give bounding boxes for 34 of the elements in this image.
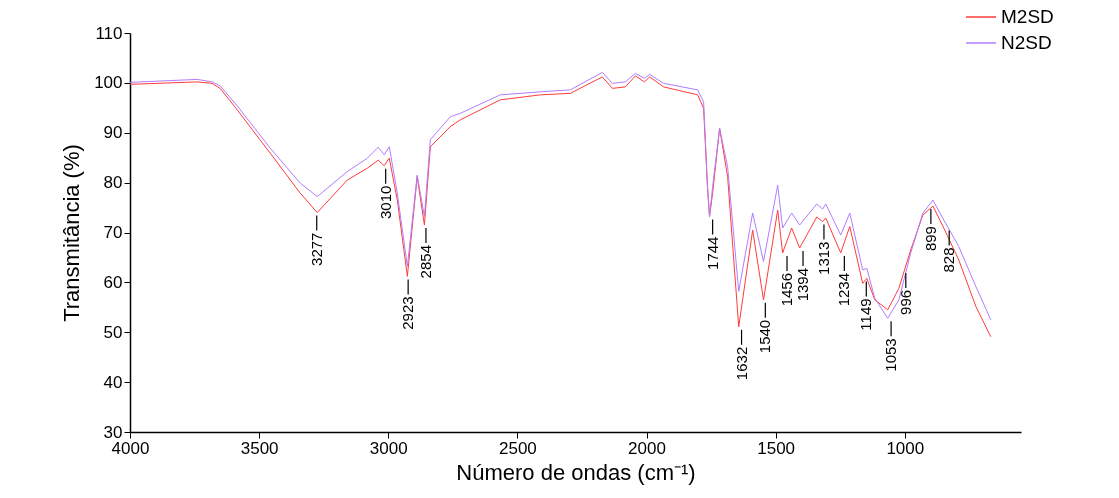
y-tick-label: 60 [103,272,123,292]
annotation: 1632 [732,346,750,381]
annotation: 1313 [814,241,832,275]
y-tick-label: 110 [95,23,123,43]
annotation: 828 [940,247,958,273]
annotation: 996 [896,289,914,315]
x-tick-label: 2000 [628,438,666,458]
y-tick-label: 70 [103,223,123,242]
y-axis-title: Transmitância (%) [59,144,85,322]
x-tick-label: 1500 [757,438,796,458]
annotation: 3010 [376,185,394,220]
annotation: 899 [921,226,939,252]
annotation: 3277 [307,232,325,266]
y-tick-label: 80 [103,173,123,193]
x-tick-label: 3500 [240,438,279,458]
legend-label: M2SD [1001,6,1054,27]
annotation: 2923 [399,296,417,330]
y-tick-label: 100 [94,73,123,93]
annotation: 1053 [882,338,900,372]
y-tick-label: 50 [103,322,123,342]
x-tick-label: 3000 [369,438,408,458]
x-tick-label: 2500 [498,438,537,458]
annotation: 1394 [794,267,812,302]
annotation: 1456 [778,272,796,307]
y-tick-label: 90 [103,123,123,143]
y-tick-label: 40 [103,372,123,392]
annotation: 1149 [857,298,875,331]
annotation: 1234 [835,272,853,307]
annotation: 1744 [703,236,721,270]
annotation: 2854 [416,245,434,279]
legend-label: N2SD [1001,32,1052,53]
x-tick-label: 1000 [886,438,925,458]
annotation: 1540 [756,319,774,354]
x-axis-title: Número de ondas (cm⁻¹) [456,459,696,485]
